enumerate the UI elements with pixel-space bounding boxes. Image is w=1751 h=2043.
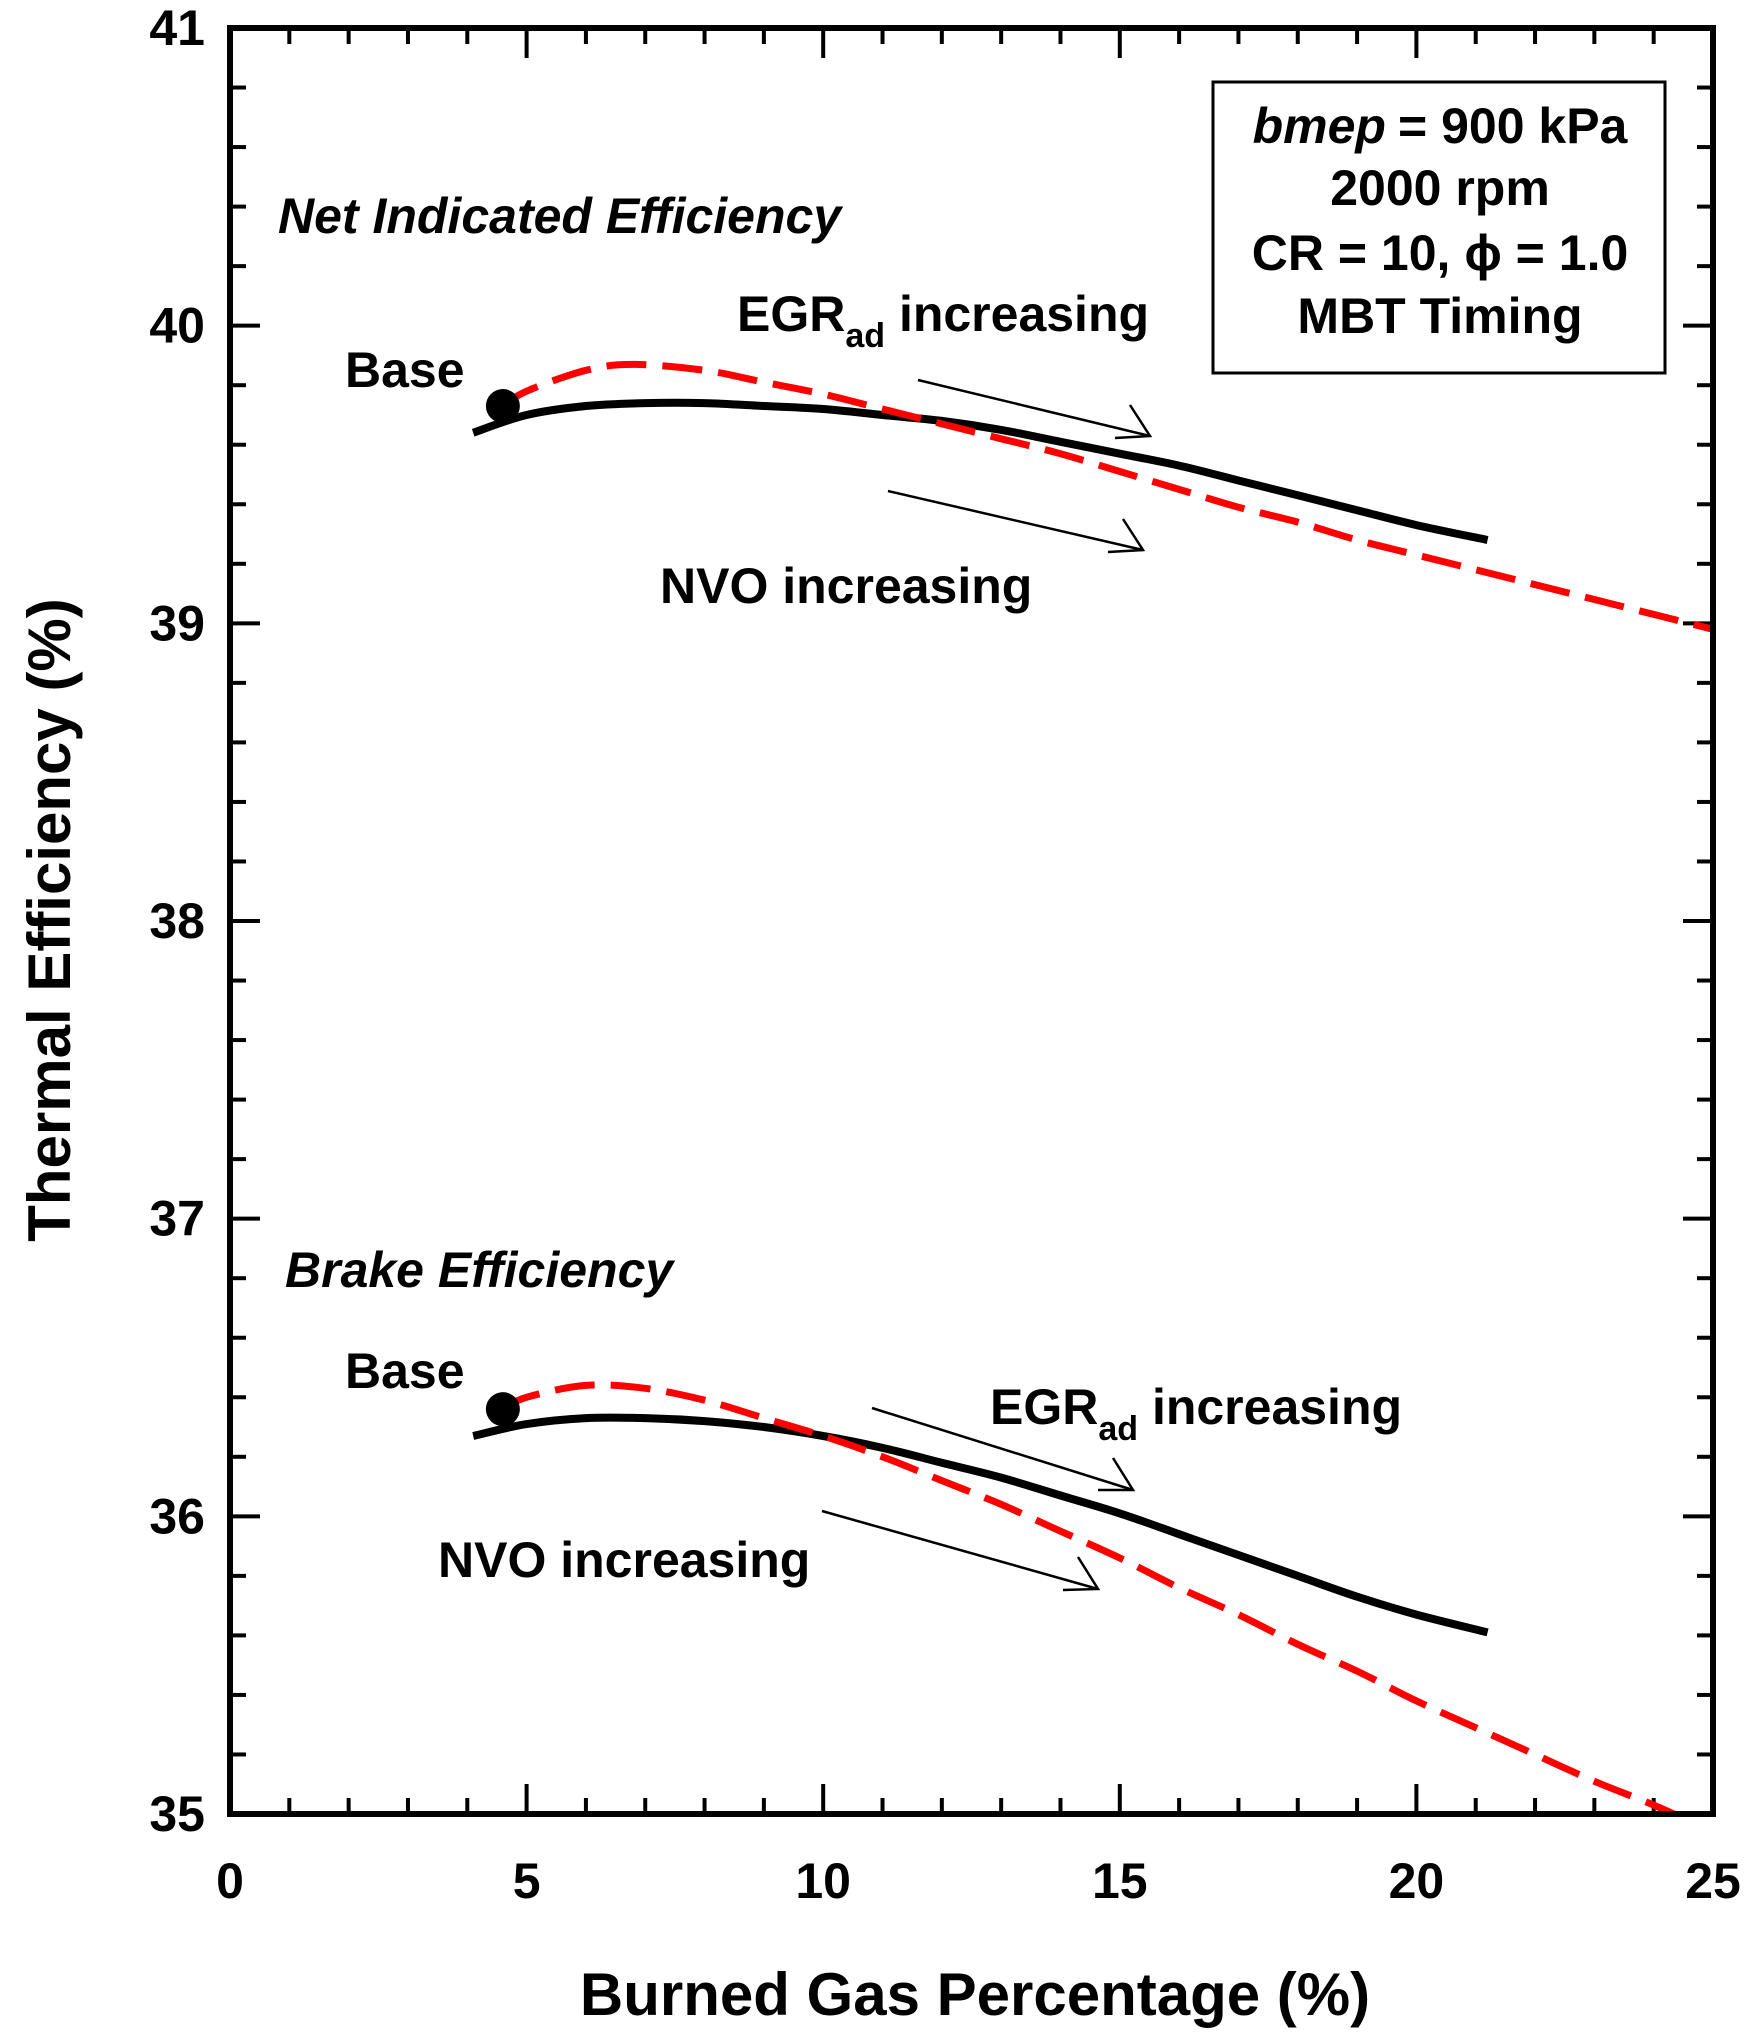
arrows	[821, 378, 1153, 1592]
net-indicated-title: Net Indicated Efficiency	[278, 188, 843, 244]
plot-frame	[227, 25, 1716, 1817]
y-tick-label: 35	[149, 1786, 205, 1842]
x-tick-label: 5	[513, 1853, 541, 1909]
condition-cr-phi: CR = 10, ϕ = 1.0	[1252, 225, 1629, 281]
conditions-box	[1211, 80, 1667, 375]
x-tick-label: 25	[1685, 1853, 1741, 1909]
y-tick-label: 39	[149, 595, 205, 651]
series-line-4	[501, 1381, 1683, 1814]
brake-title: Brake Efficiency	[285, 1242, 675, 1298]
base-point-1	[485, 389, 520, 424]
net-nvo-arrow	[887, 489, 1146, 554]
net-egr-label: EGRad increasing	[737, 286, 1149, 355]
net-egr-arrow	[917, 378, 1153, 440]
brake-egr-label: EGRad increasing	[990, 1379, 1402, 1448]
brake-base-label: Base	[345, 1343, 465, 1399]
y-axis-title: Thermal Efficiency (%)	[16, 598, 83, 1242]
x-tick-label: 15	[1092, 1853, 1148, 1909]
x-tick-label: 10	[795, 1853, 851, 1909]
brake-nvo-arrow	[821, 1509, 1101, 1592]
base-points	[485, 389, 520, 1427]
condition-bmep: bmep = 900 kPa	[1253, 98, 1629, 154]
net-base-label: Base	[345, 342, 465, 398]
y-tick-label: 36	[149, 1488, 205, 1544]
y-tick-label: 41	[149, 0, 205, 56]
x-tick-labels: 0 5 10 15 20 25	[216, 1853, 1741, 1909]
base-point-2	[485, 1392, 520, 1427]
condition-timing: MBT Timing	[1297, 288, 1582, 344]
brake-egr-arrow	[871, 1406, 1136, 1492]
brake-nvo-label: NVO increasing	[438, 1532, 810, 1588]
x-tick-label: 0	[216, 1853, 244, 1909]
condition-speed: 2000 rpm	[1330, 160, 1550, 216]
x-axis-title: Burned Gas Percentage (%)	[580, 1961, 1370, 2028]
y-tick-label: 37	[149, 1191, 205, 1247]
net-nvo-label: NVO increasing	[660, 558, 1032, 614]
series-layer	[471, 360, 1713, 1814]
y-tick-label: 40	[149, 298, 205, 354]
y-tick-label: 38	[149, 893, 205, 949]
series-line-2	[500, 360, 1713, 633]
y-tick-labels: 35 36 37 38 39 40 41	[149, 0, 205, 1842]
series-line-1	[471, 398, 1489, 544]
series-line-3	[472, 1413, 1489, 1637]
x-tick-label: 20	[1389, 1853, 1445, 1909]
